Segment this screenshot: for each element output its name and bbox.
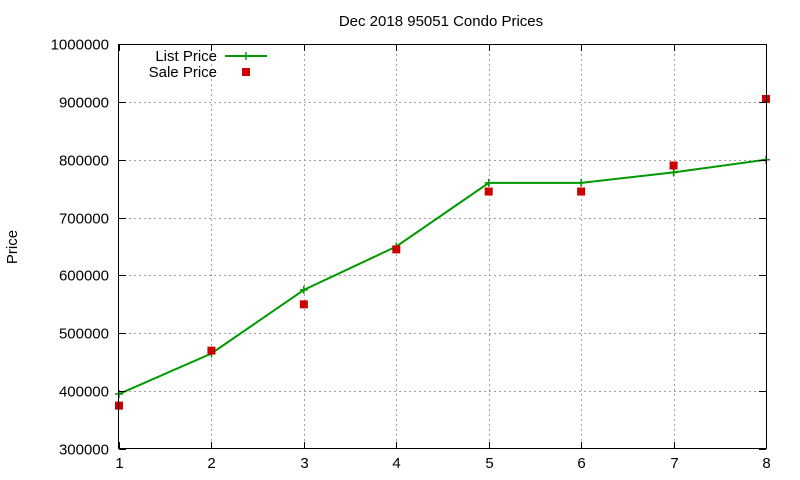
gridlines [119, 44, 766, 449]
legend-label-sale-price: Sale Price [149, 64, 217, 81]
y-tick-label: 700000 [59, 211, 109, 228]
sale-price-point [669, 161, 678, 170]
y-axis-label: Price [4, 230, 21, 264]
plot-frame [118, 44, 767, 449]
sale-price-point [392, 245, 401, 254]
sale-price-point [484, 187, 493, 196]
x-tick-label: 3 [300, 455, 308, 472]
list-price-line [118, 158, 767, 395]
x-tick-label: 6 [577, 455, 585, 472]
y-tick-label: 400000 [59, 384, 109, 401]
x-tick-label: 8 [762, 455, 770, 472]
legend: List Price Sale Price [149, 48, 267, 81]
y-tick-label: 1000000 [51, 37, 109, 54]
legend-marker-list-price [242, 52, 250, 60]
y-tick-label: 800000 [59, 153, 109, 170]
x-tick-label: 2 [207, 455, 215, 472]
chart-title: Dec 2018 95051 Condo Prices [339, 13, 543, 30]
list-price-point [577, 178, 586, 187]
axes: 1 2 3 4 5 6 7 8 300000 400000 500000 600000 700000 80… [51, 37, 771, 473]
x-tick-label: 1 [115, 455, 123, 472]
y-tick-label: 500000 [59, 326, 109, 343]
x-tick-label: 7 [670, 455, 678, 472]
y-tick-label: 600000 [59, 268, 109, 285]
plot-area [115, 94, 770, 410]
list-price-point [299, 285, 308, 294]
y-tick-label: 300000 [59, 442, 109, 459]
list-price-point [484, 178, 493, 187]
legend-label-list-price: List Price [155, 48, 217, 65]
sale-price-point [299, 300, 308, 309]
x-tick-label: 4 [392, 455, 400, 472]
x-tick-label: 5 [485, 455, 493, 472]
y-tick-label: 900000 [59, 95, 109, 112]
sale-price-point [207, 346, 216, 355]
legend-marker-sale-price [242, 68, 250, 76]
list-price-point [669, 168, 678, 177]
sale-price-point [577, 187, 586, 196]
